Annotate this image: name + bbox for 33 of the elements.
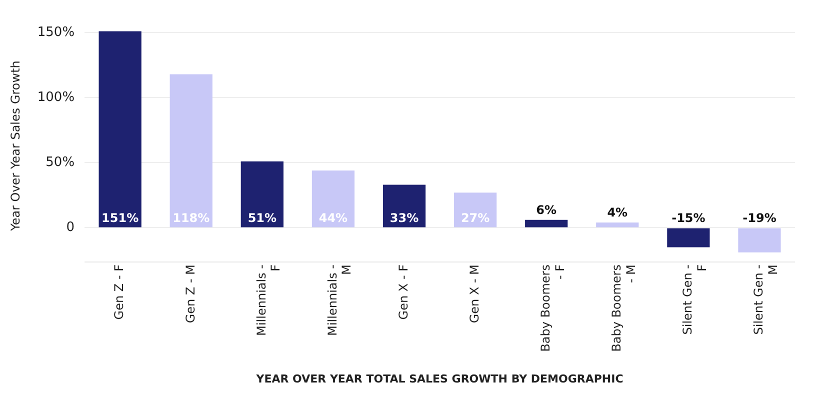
bar xyxy=(738,228,781,252)
data-label: 4% xyxy=(607,206,628,220)
y-tick-label: 50% xyxy=(46,155,75,170)
data-label: 33% xyxy=(390,210,419,225)
x-tick-label: Gen Z - F xyxy=(112,264,126,320)
y-axis-title: Year Over Year Sales Growth xyxy=(8,60,22,232)
y-tick-label: 0 xyxy=(66,220,75,236)
x-axis-title: YEAR OVER YEAR TOTAL SALES GROWTH BY DEMOGRAPHIC xyxy=(255,372,624,386)
x-tick-label: Gen X - M xyxy=(467,264,482,324)
bar xyxy=(312,170,355,228)
bar xyxy=(170,74,212,228)
x-tick-label: Millennials - M xyxy=(325,264,354,336)
bar xyxy=(454,192,497,228)
bar xyxy=(596,222,639,228)
data-label: 151% xyxy=(102,210,139,225)
data-label: -15% xyxy=(672,210,706,225)
x-tick-label: Baby Boomers - M xyxy=(610,264,638,352)
data-label: 51% xyxy=(248,210,277,225)
x-tick-label: Baby Boomers - F xyxy=(538,264,567,352)
y-tick-label: 100% xyxy=(37,90,75,106)
data-label: -19% xyxy=(742,210,776,225)
y-tick-label: 150% xyxy=(37,24,75,40)
bar xyxy=(240,161,284,228)
bar xyxy=(667,228,710,248)
x-tick-label: Silent Gen - F xyxy=(680,264,709,335)
x-tick-label: Millennials - F xyxy=(254,264,283,336)
bar xyxy=(382,184,426,228)
bar xyxy=(98,31,142,228)
bar xyxy=(525,220,568,228)
x-tick-label: Silent Gen - M xyxy=(752,264,780,335)
x-tick-label: Gen X - F xyxy=(396,264,410,320)
x-tick-label: Gen Z - M xyxy=(183,264,198,324)
data-label: 6% xyxy=(536,203,557,218)
